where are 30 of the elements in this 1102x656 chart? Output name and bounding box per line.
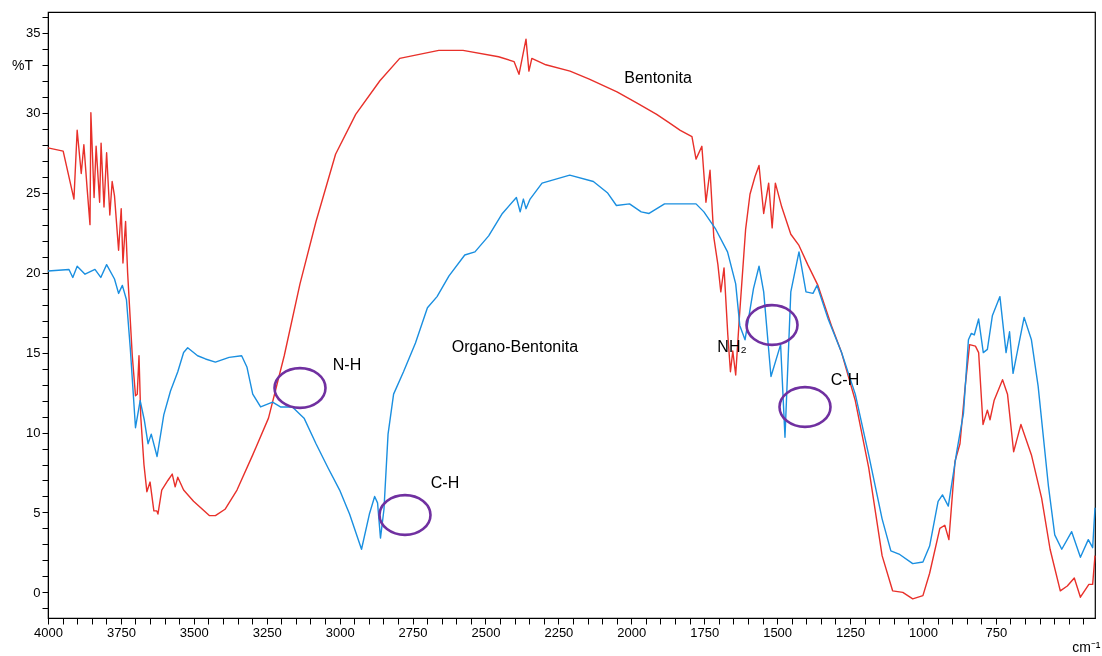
annotation: N-H [332, 356, 362, 373]
x-tick-label: 2250 [544, 624, 574, 640]
y-tick-label: 10 [26, 425, 41, 441]
text: Organo-Bentonita [451, 338, 579, 355]
x-tick-label: 4000 [34, 624, 63, 640]
x-tick-label: 2750 [398, 624, 428, 640]
line-series [47, 38, 1096, 600]
x-tick-label: 3500 [179, 624, 209, 640]
y-tick-label: 30 [26, 105, 41, 121]
y-tick-label: 35 [26, 25, 41, 41]
y-tick-label: 5 [33, 504, 41, 520]
y-tick-label: 15 [26, 345, 41, 361]
x-tick-label: 2500 [471, 624, 501, 640]
annotation: C-H [430, 474, 460, 491]
x-tick-label: 1750 [690, 624, 720, 640]
x-tick-label: 1250 [836, 624, 865, 640]
x-axis-title: cm⁻¹ [1072, 638, 1101, 655]
series-label: Bentonita [624, 69, 692, 86]
x-tick-label: 750 [985, 624, 1008, 640]
line-series [47, 174, 1096, 565]
y-tick-label: 20 [26, 265, 41, 281]
x-tick-label: 3250 [252, 624, 282, 640]
x-tick-label: 2000 [617, 624, 647, 640]
x-tick-label: 3000 [325, 624, 355, 640]
y-axis-title: %T [12, 56, 34, 73]
x-tick-label: 1000 [908, 624, 938, 640]
x-tick-label: 3750 [106, 624, 136, 640]
y-tick-label: 0 [33, 584, 41, 600]
x-tick-label: 1500 [763, 624, 793, 640]
y-tick-label: 25 [26, 185, 41, 201]
